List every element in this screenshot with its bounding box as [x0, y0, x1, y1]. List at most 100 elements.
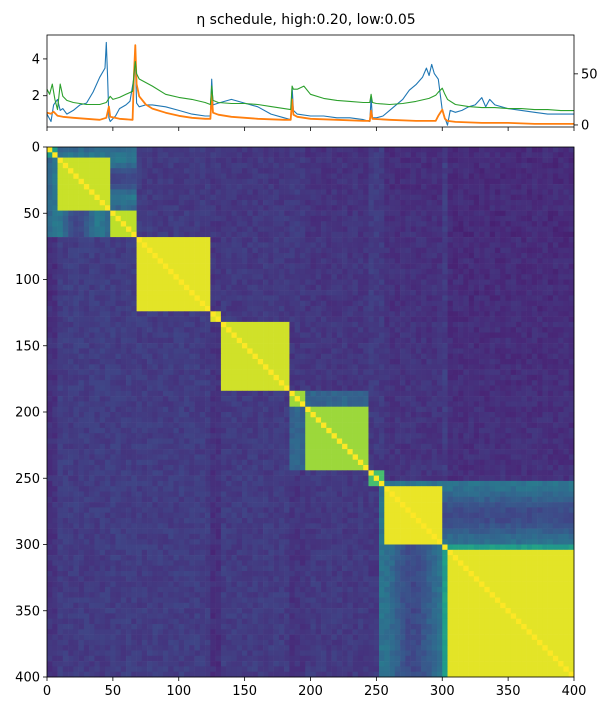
heatmap-cell	[121, 354, 127, 360]
heatmap-cell	[184, 333, 190, 339]
heatmap-cell	[548, 147, 554, 153]
heatmap-cell	[374, 391, 380, 397]
heatmap-cell	[173, 333, 179, 339]
heatmap-cell	[142, 258, 148, 264]
heatmap-cell	[490, 396, 496, 402]
heatmap-cell	[279, 311, 285, 317]
heatmap-cell	[168, 370, 174, 376]
heatmap-cell	[484, 354, 490, 360]
heatmap-cell	[305, 338, 311, 344]
heatmap-cell	[137, 221, 143, 227]
heatmap-cell	[363, 163, 369, 169]
heatmap-cell	[216, 158, 222, 164]
heatmap-cell	[400, 338, 406, 344]
heatmap-cell	[400, 317, 406, 323]
heatmap-cell	[279, 147, 285, 153]
heatmap-cell	[469, 401, 475, 407]
heatmap-cell	[242, 364, 248, 370]
heatmap-cell	[205, 311, 211, 317]
heatmap-cell	[379, 359, 385, 365]
heatmap-cell	[173, 301, 179, 307]
heatmap-cell	[358, 147, 364, 153]
heatmap-cell	[268, 163, 274, 169]
heatmap-cell	[469, 295, 475, 301]
heatmap-cell	[105, 152, 111, 158]
heatmap-cell	[210, 333, 216, 339]
heatmap-cell	[152, 311, 158, 317]
heatmap-cell	[116, 232, 122, 238]
heatmap-cell	[442, 380, 448, 386]
heatmap-cell	[210, 290, 216, 296]
heatmap-cell	[332, 221, 338, 227]
heatmap-cell	[537, 258, 543, 264]
heatmap-cell	[374, 370, 380, 376]
heatmap-cell	[137, 274, 143, 280]
heatmap-cell	[347, 391, 353, 397]
heatmap-cell	[558, 232, 564, 238]
heatmap-cell	[231, 338, 237, 344]
heatmap-cell	[284, 211, 290, 217]
heatmap-cell	[326, 333, 332, 339]
heatmap-cell	[326, 301, 332, 307]
heatmap-cell	[416, 280, 422, 286]
heatmap-cell	[110, 317, 116, 323]
heatmap-cell	[131, 306, 137, 312]
heatmap-cell	[221, 290, 227, 296]
heatmap-cell	[137, 364, 143, 370]
heatmap-cell	[274, 311, 280, 317]
heatmap-cell	[200, 290, 206, 296]
heatmap-cell	[131, 195, 137, 201]
heatmap-cell	[569, 317, 575, 323]
heatmap-cell	[242, 274, 248, 280]
heatmap-cell	[553, 375, 559, 381]
heatmap-cell	[73, 290, 79, 296]
heatmap-cell	[184, 359, 190, 365]
heatmap-cell	[100, 174, 106, 180]
heatmap-cell	[110, 370, 116, 376]
heatmap-cell	[358, 290, 364, 296]
heatmap-cell	[342, 333, 348, 339]
heatmap-cell	[311, 370, 317, 376]
heatmap-cell	[289, 216, 295, 222]
heatmap-cell	[400, 396, 406, 402]
heatmap-cell	[374, 216, 380, 222]
heatmap-cell	[205, 386, 211, 392]
heatmap-cell	[247, 152, 253, 158]
heatmap-cell	[548, 306, 554, 312]
heatmap-cell	[58, 163, 64, 169]
heatmap-cell	[316, 258, 322, 264]
heatmap-cell	[469, 189, 475, 195]
heatmap-cell	[116, 253, 122, 259]
heatmap-cell	[137, 269, 143, 275]
heatmap-cell	[152, 274, 158, 280]
heatmap-cell	[332, 338, 338, 344]
heatmap-cell	[400, 401, 406, 407]
heatmap-cell	[237, 343, 243, 349]
heatmap-cell	[305, 216, 311, 222]
heatmap-cell	[205, 152, 211, 158]
heatmap-cell	[274, 221, 280, 227]
heatmap-cell	[469, 280, 475, 286]
heatmap-cell	[79, 264, 85, 270]
heatmap-cell	[216, 364, 222, 370]
heatmap-cell	[453, 280, 459, 286]
heatmap-cell	[163, 184, 169, 190]
heatmap-cell	[58, 333, 64, 339]
heatmap-cell	[490, 306, 496, 312]
heatmap-cell	[316, 317, 322, 323]
heatmap-cell	[195, 407, 201, 413]
heatmap-cell	[532, 205, 538, 211]
heatmap-cell	[179, 147, 185, 153]
heatmap-cell	[442, 343, 448, 349]
heatmap-cell	[384, 200, 390, 206]
heatmap-cell	[411, 195, 417, 201]
heatmap-cell	[195, 380, 201, 386]
heatmap-cell	[442, 232, 448, 238]
heatmap-cell	[390, 264, 396, 270]
heatmap-cell	[200, 380, 206, 386]
heatmap-cell	[258, 401, 264, 407]
heatmap-cell	[200, 253, 206, 259]
heatmap-cell	[110, 253, 116, 259]
heatmap-cell	[116, 375, 122, 381]
heatmap-cell	[300, 221, 306, 227]
